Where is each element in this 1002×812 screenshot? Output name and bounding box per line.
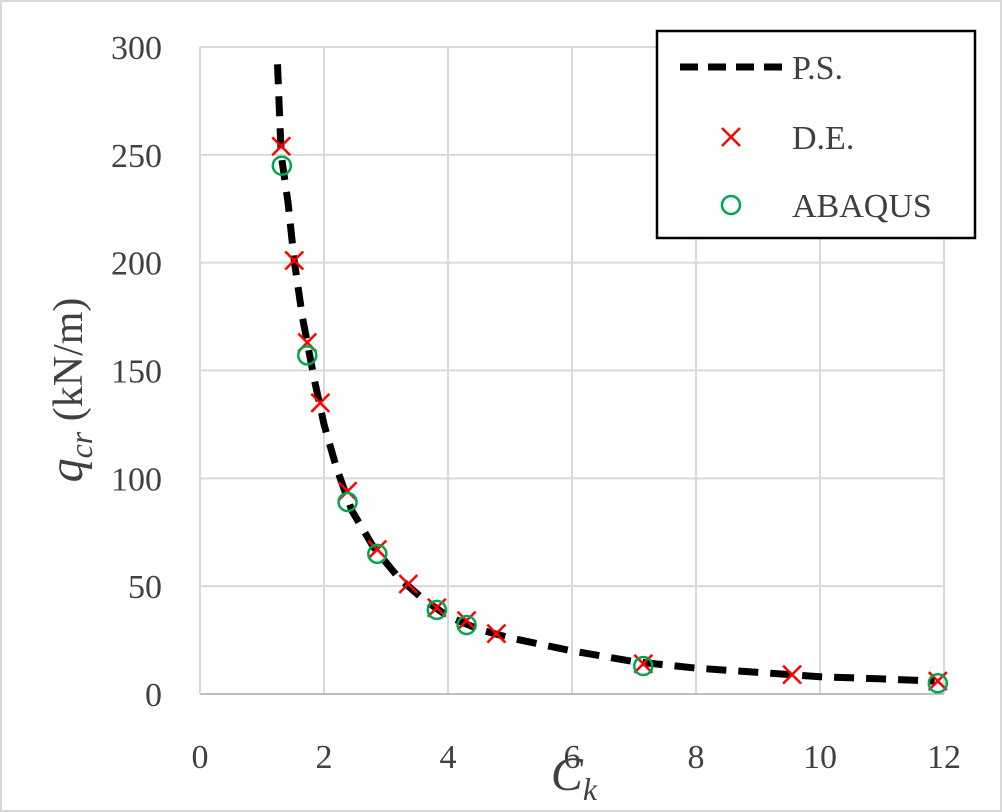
de-point-stroke bbox=[271, 136, 292, 157]
de-point bbox=[486, 623, 507, 644]
series-d-e bbox=[271, 136, 948, 691]
de-point bbox=[271, 136, 292, 157]
y-tick-label: 0 bbox=[145, 677, 162, 714]
abaqus-point bbox=[297, 345, 318, 366]
tick-labels: 0 2 4 6 8 10 12 0 50 100 150 200 250 300 bbox=[111, 30, 961, 776]
axes bbox=[199, 47, 944, 695]
ps-series-line bbox=[274, 64, 935, 685]
y-tick-label: 250 bbox=[111, 138, 162, 175]
abaqus-point bbox=[633, 655, 654, 677]
legend-ps-label: P.S. bbox=[792, 50, 843, 87]
legend-de-marker bbox=[721, 127, 741, 147]
de-point-stroke bbox=[310, 392, 331, 413]
abaqus-point bbox=[271, 155, 293, 176]
de-point-stroke bbox=[486, 623, 507, 644]
abaqus-point bbox=[367, 543, 388, 565]
legend-abaqus-label: ABAQUS bbox=[792, 188, 932, 225]
series-abaqus bbox=[271, 155, 949, 694]
y-tick-label: 300 bbox=[111, 30, 162, 67]
legend-de-label: D.E. bbox=[792, 120, 854, 157]
de-point bbox=[782, 664, 802, 685]
y-axis-title-sub: cr bbox=[63, 431, 99, 458]
x-tick-label: 8 bbox=[688, 739, 705, 776]
legend: P.S. D.E. ABAQUS bbox=[655, 29, 977, 240]
de-point bbox=[310, 392, 331, 413]
abaqus-point bbox=[426, 599, 448, 621]
x-tick-label: 10 bbox=[803, 739, 837, 776]
x-axis-title-sub: k bbox=[583, 771, 598, 807]
x-tick-label: 2 bbox=[316, 739, 333, 776]
de-point bbox=[456, 610, 477, 631]
series-layer bbox=[271, 64, 949, 694]
de-point bbox=[367, 539, 388, 560]
abaqus-point bbox=[927, 672, 949, 694]
de-point-stroke bbox=[398, 574, 419, 594]
y-tick-label: 50 bbox=[128, 569, 162, 606]
de-point-stroke bbox=[284, 250, 305, 271]
x-axis-title-main: C bbox=[551, 748, 584, 801]
y-tick-label: 200 bbox=[111, 246, 162, 283]
de-point-stroke bbox=[782, 664, 802, 685]
x-tick-label: 0 bbox=[192, 739, 209, 776]
y-axis-title: qcr (kN/m) bbox=[40, 298, 99, 483]
y-axis-title-main: q bbox=[40, 458, 93, 482]
x-tick-label: 12 bbox=[927, 739, 961, 776]
y-tick-label: 150 bbox=[111, 354, 162, 391]
de-point bbox=[284, 250, 305, 271]
de-point-stroke bbox=[456, 610, 477, 631]
x-tick-label: 4 bbox=[440, 739, 457, 776]
de-point bbox=[337, 481, 358, 502]
y-tick-label: 100 bbox=[111, 461, 162, 498]
x-axis-title: Ck bbox=[551, 748, 598, 807]
series-p-s bbox=[274, 64, 935, 685]
de-point-stroke bbox=[367, 539, 388, 560]
gridlines bbox=[200, 46, 945, 694]
de-point-stroke bbox=[337, 481, 358, 502]
abaqus-point bbox=[456, 614, 477, 636]
y-axis-title-unit: (kN/m) bbox=[46, 298, 92, 432]
legend-abaqus-marker bbox=[720, 194, 742, 216]
abaqus-point bbox=[337, 491, 358, 513]
de-point bbox=[398, 574, 419, 594]
x-tick-label: 6 bbox=[564, 739, 581, 776]
